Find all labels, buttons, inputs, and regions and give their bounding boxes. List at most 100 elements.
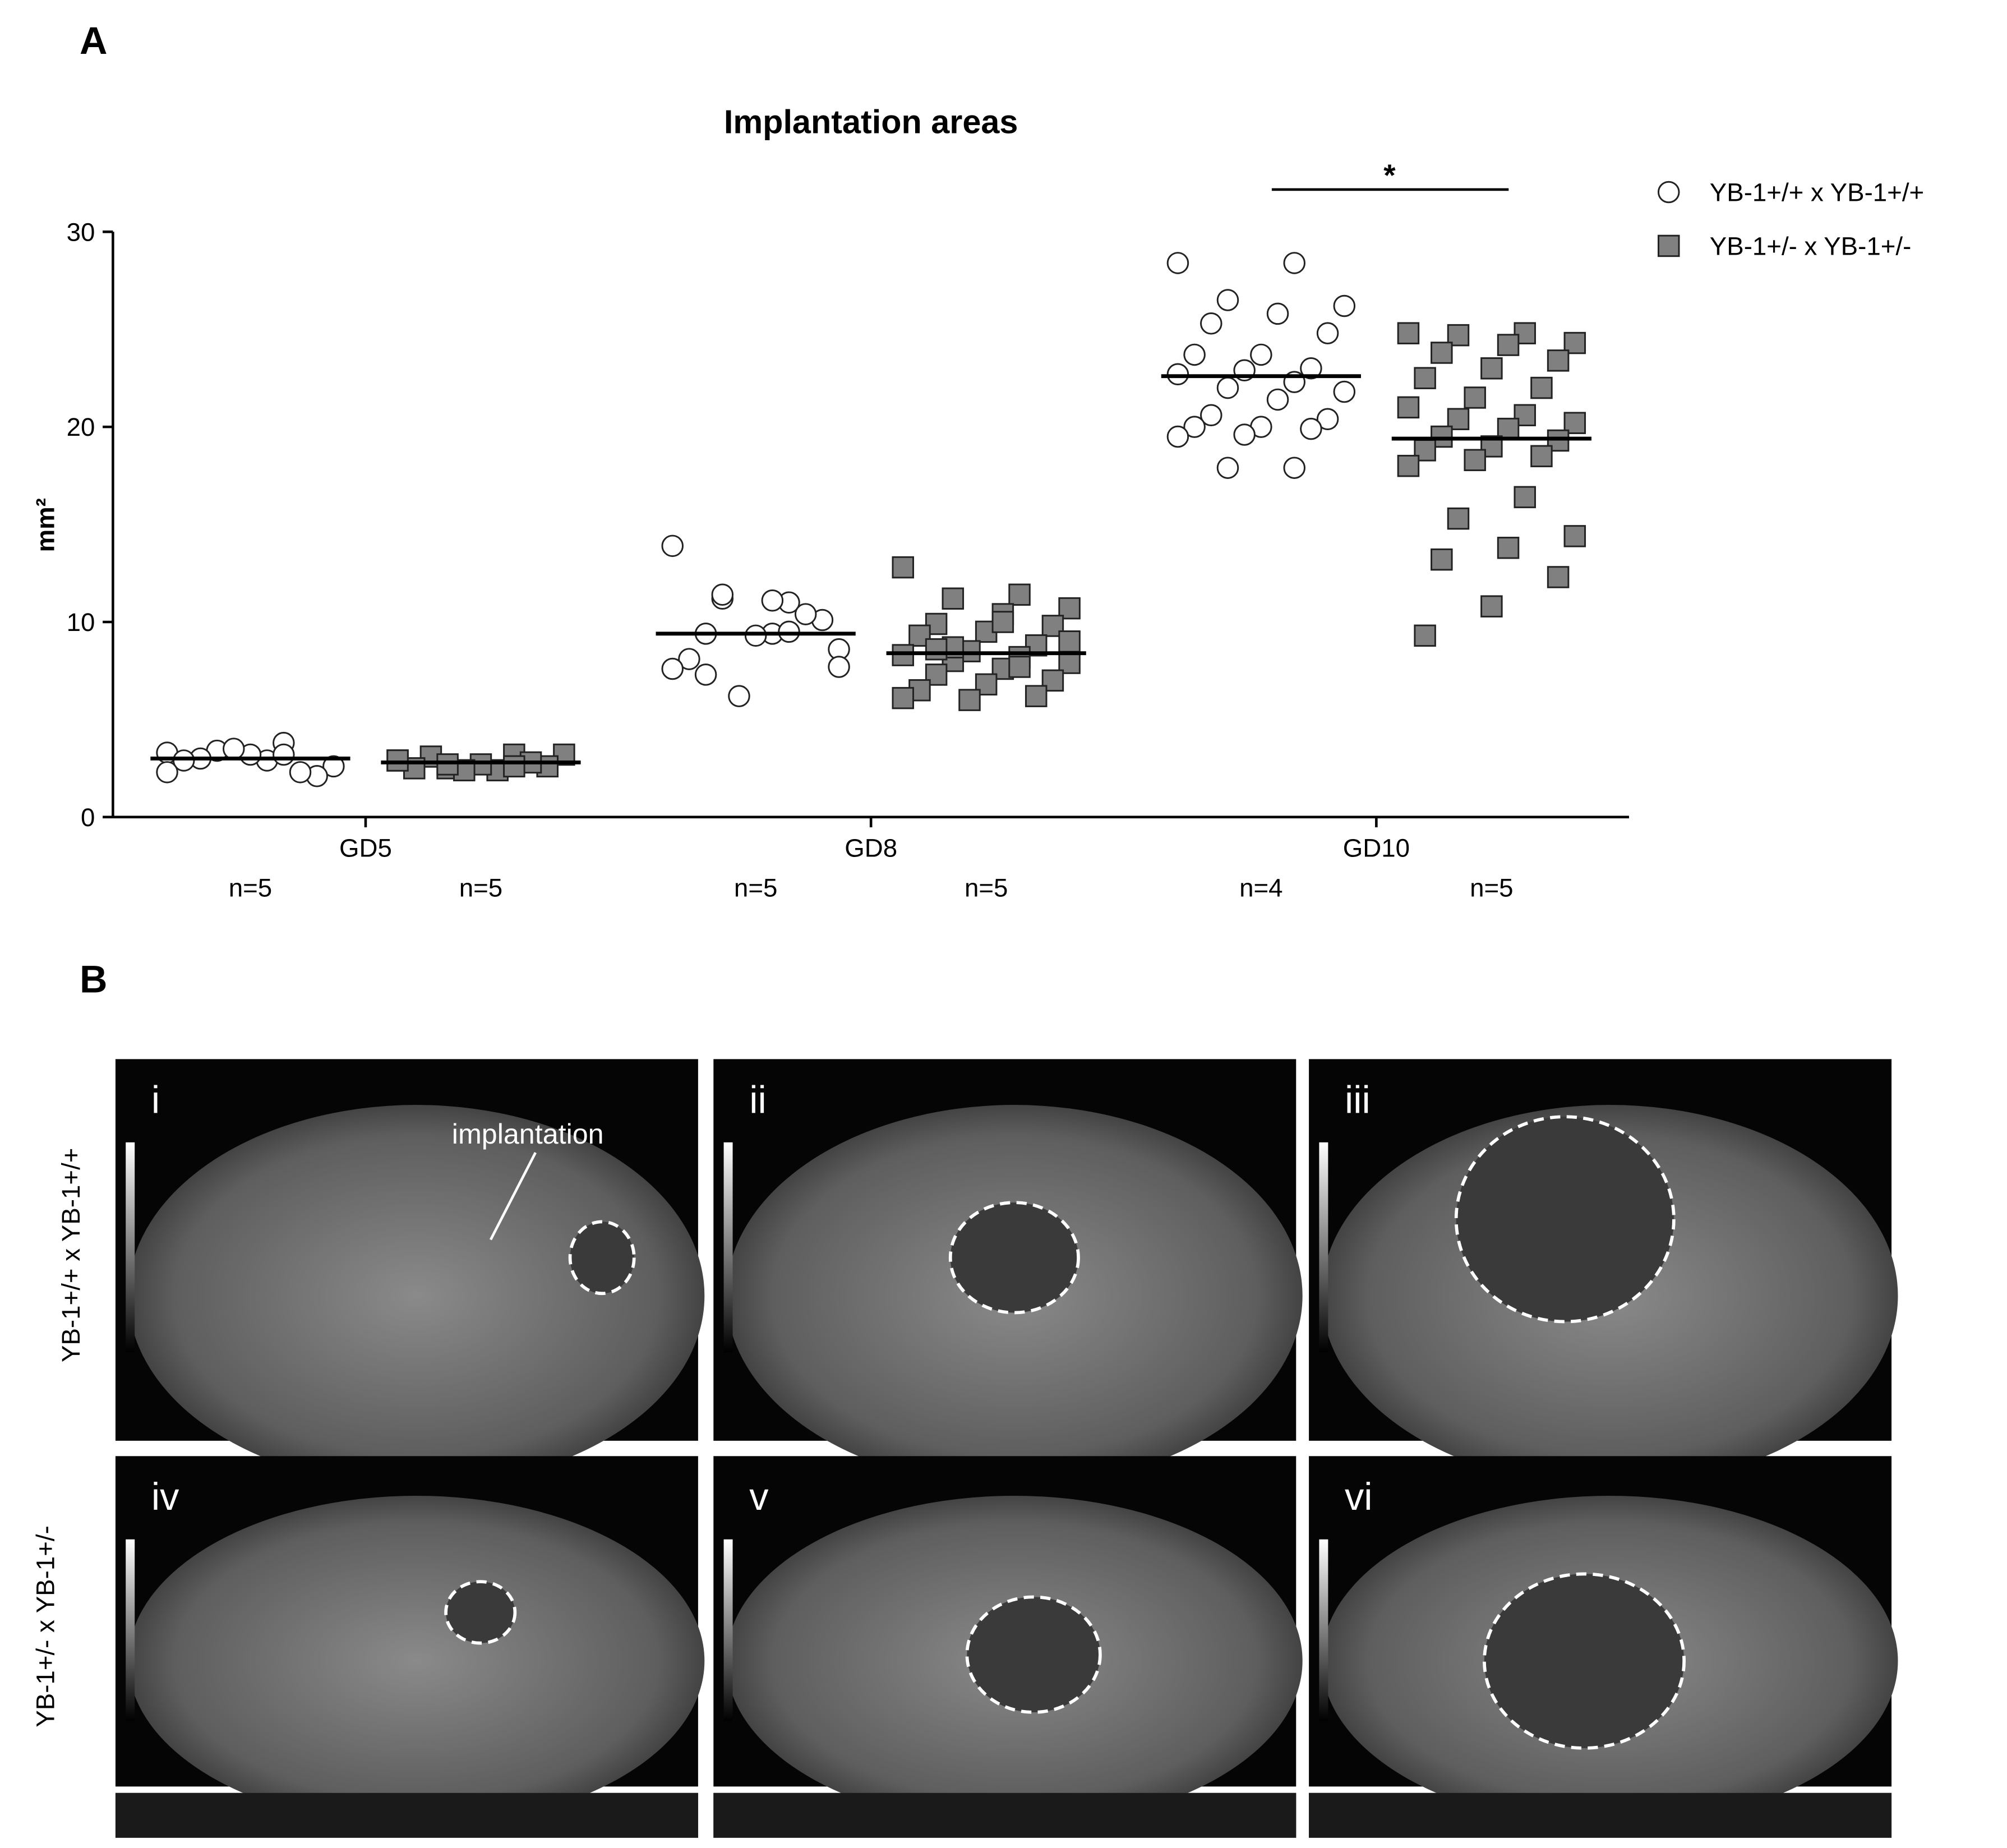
data-point bbox=[958, 689, 981, 711]
data-point bbox=[1431, 342, 1453, 364]
data-point bbox=[1166, 252, 1189, 274]
implantation-outline bbox=[568, 1220, 636, 1296]
data-point bbox=[694, 663, 717, 686]
data-point bbox=[744, 624, 767, 647]
ultrasound-strip bbox=[713, 1792, 1297, 1838]
data-point bbox=[1300, 357, 1322, 380]
n-label: n=5 bbox=[734, 873, 777, 902]
n-label: n=5 bbox=[965, 873, 1008, 902]
data-point bbox=[892, 686, 915, 709]
x-tick-label: GD8 bbox=[845, 834, 897, 863]
n-label: n=5 bbox=[1470, 873, 1513, 902]
y-tick-label: 20 bbox=[67, 413, 95, 441]
data-point bbox=[1530, 445, 1553, 468]
legend-label: YB-1+/- x YB-1+/- bbox=[1710, 232, 1911, 260]
tissue bbox=[128, 1495, 705, 1827]
scale-bar bbox=[1319, 1539, 1328, 1721]
data-point bbox=[1300, 417, 1322, 440]
data-point bbox=[1266, 302, 1289, 325]
data-point bbox=[942, 587, 965, 610]
data-point bbox=[172, 749, 195, 772]
panel-label: A bbox=[80, 19, 107, 62]
chart-title: Implantation areas bbox=[724, 103, 1018, 140]
data-point bbox=[1266, 388, 1289, 411]
y-tick-label: 10 bbox=[67, 608, 95, 637]
implantation-outline bbox=[948, 1201, 1080, 1315]
scale-bar bbox=[126, 1142, 135, 1353]
data-point bbox=[1183, 343, 1206, 366]
data-point bbox=[1447, 408, 1470, 430]
data-point bbox=[1397, 322, 1420, 344]
data-point bbox=[1563, 331, 1586, 354]
data-point bbox=[1250, 343, 1272, 366]
data-point bbox=[386, 749, 409, 772]
data-point bbox=[1447, 507, 1470, 530]
data-point bbox=[1514, 486, 1536, 509]
data-point bbox=[794, 603, 817, 625]
data-point bbox=[778, 620, 800, 643]
panel-label: B bbox=[80, 958, 107, 1001]
row-label: YB-1+/- x YB-1+/- bbox=[31, 1526, 59, 1727]
scale-bar bbox=[723, 1142, 733, 1353]
data-point bbox=[892, 644, 915, 666]
image-label: v bbox=[749, 1475, 769, 1518]
data-point bbox=[1414, 367, 1436, 389]
data-point bbox=[1216, 376, 1239, 399]
ultrasound-strip bbox=[1309, 1792, 1892, 1838]
annotation: implantation bbox=[452, 1118, 604, 1150]
data-point bbox=[223, 738, 245, 760]
data-point bbox=[925, 612, 948, 635]
significance-label: * bbox=[1383, 158, 1396, 192]
data-point bbox=[925, 638, 948, 661]
data-point bbox=[322, 755, 345, 778]
data-point bbox=[1200, 312, 1222, 335]
data-point bbox=[1166, 363, 1189, 385]
implantation-outline bbox=[1483, 1572, 1686, 1750]
data-point bbox=[678, 648, 700, 670]
data-point bbox=[1166, 425, 1189, 448]
legend-marker bbox=[1657, 234, 1680, 257]
data-point bbox=[1233, 423, 1256, 446]
data-point bbox=[1480, 357, 1503, 380]
image-label: iii bbox=[1345, 1078, 1371, 1121]
n-label: n=5 bbox=[229, 873, 272, 902]
data-point bbox=[711, 583, 734, 606]
legend-marker bbox=[1657, 181, 1680, 204]
image-label: vi bbox=[1345, 1475, 1372, 1518]
data-point bbox=[661, 657, 684, 680]
data-point bbox=[1397, 454, 1420, 477]
data-point bbox=[1200, 404, 1222, 427]
data-point bbox=[1283, 457, 1305, 479]
data-point bbox=[503, 755, 525, 778]
n-label: n=5 bbox=[459, 873, 502, 902]
y-tick-label: 30 bbox=[67, 218, 95, 246]
data-point bbox=[661, 534, 684, 557]
implantation-outline bbox=[965, 1595, 1102, 1714]
data-point bbox=[728, 685, 750, 707]
image-label: iv bbox=[151, 1475, 179, 1518]
image-label: i bbox=[151, 1078, 160, 1121]
legend-label: YB-1+/+ x YB-1+/+ bbox=[1710, 178, 1924, 206]
data-point bbox=[1008, 656, 1031, 678]
n-label: n=4 bbox=[1239, 873, 1282, 902]
data-point bbox=[289, 761, 312, 784]
image-label: ii bbox=[749, 1078, 766, 1121]
implantation-outline bbox=[1454, 1115, 1676, 1324]
data-point bbox=[761, 589, 784, 612]
data-point bbox=[1216, 289, 1239, 311]
data-point bbox=[1464, 386, 1486, 409]
scale-bar bbox=[126, 1539, 135, 1721]
data-point bbox=[1497, 334, 1520, 356]
data-point bbox=[1563, 525, 1586, 547]
ultrasound-strip bbox=[115, 1792, 698, 1838]
data-point bbox=[1283, 252, 1305, 274]
data-point bbox=[1547, 349, 1570, 372]
scale-bar bbox=[1319, 1142, 1328, 1353]
data-point bbox=[1497, 537, 1520, 559]
data-point bbox=[1183, 416, 1206, 438]
data-point bbox=[975, 673, 998, 696]
data-point bbox=[1480, 595, 1503, 617]
data-point bbox=[1025, 685, 1048, 707]
